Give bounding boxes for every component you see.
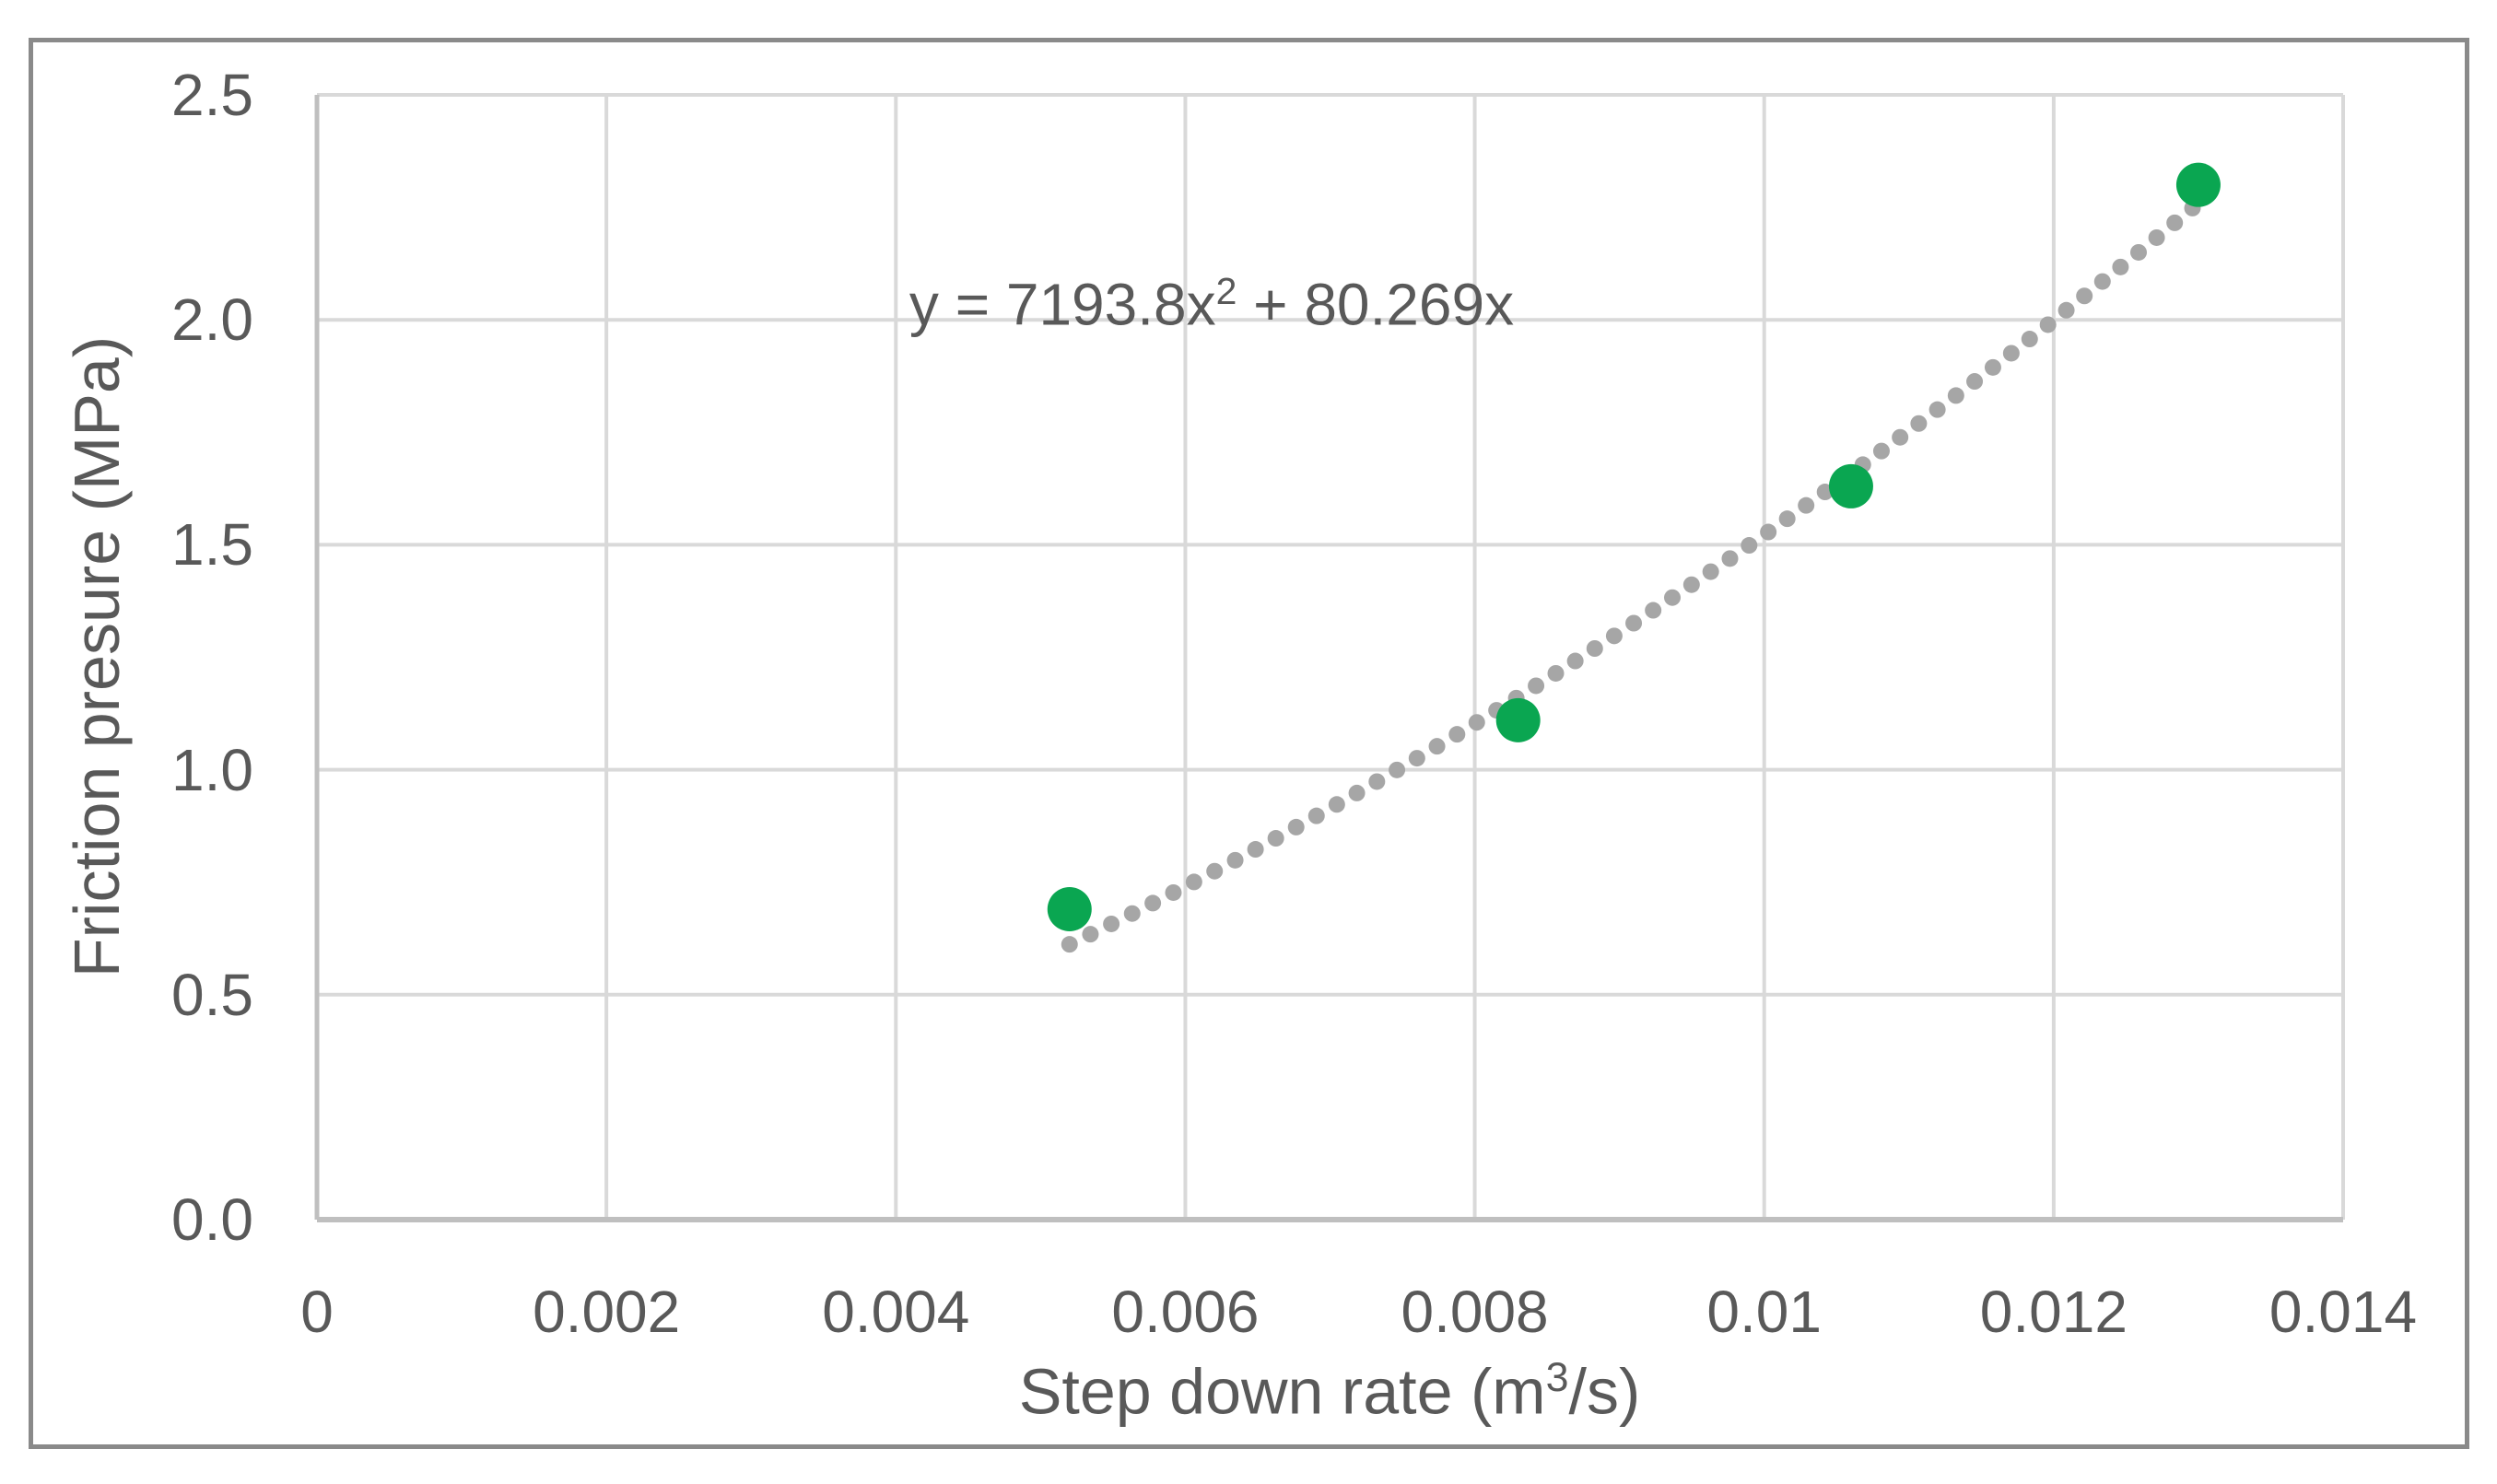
trendline-dot — [1778, 510, 1796, 528]
trendline-dot — [2039, 316, 2057, 333]
data-point — [2175, 162, 2221, 207]
trendline-dot — [1741, 537, 1758, 555]
trendline-dot — [1185, 873, 1202, 891]
data-point — [1828, 463, 1873, 508]
x-tick-label: 0.008 — [1401, 1279, 1549, 1345]
x-axis-title: Step down rate (m3/s) — [1019, 1354, 1641, 1424]
x-tick-label: 0.004 — [822, 1279, 970, 1345]
trendline-dot — [1645, 602, 1662, 619]
trendline-dot — [1247, 841, 1264, 859]
equation-suffix: + 80.269x — [1237, 271, 1515, 338]
trendline-dot — [1267, 830, 1284, 847]
chart-outer-border — [29, 38, 2469, 1449]
trendline-dot — [1389, 761, 1406, 778]
trendline-dot — [1165, 883, 1182, 901]
trendline-dot — [1605, 627, 1623, 645]
trendline-dot — [1082, 926, 1099, 943]
trendline-dot — [1144, 894, 1162, 912]
trendline-dot — [1872, 442, 1890, 460]
trendline-dot — [2093, 273, 2111, 290]
trendline-dot — [2112, 258, 2129, 275]
trendline-dot — [2057, 301, 2075, 319]
x-axis-title-prefix: Step down rate (m — [1018, 1355, 1546, 1428]
y-tick-label: 0.0 — [171, 1186, 253, 1253]
trendline-dot — [1123, 905, 1141, 922]
trendline-dot — [1586, 640, 1603, 658]
trendline-dot — [1984, 358, 2001, 376]
equation-prefix: y = 7193.8x — [909, 271, 1216, 338]
x-tick-label: 0.01 — [1706, 1279, 1822, 1345]
trendline-dot — [1328, 796, 1345, 813]
trendline-dot — [1206, 862, 1224, 880]
trendline-dot — [1348, 784, 1366, 801]
trendline-dot — [1664, 589, 1682, 606]
trendline-dot — [1408, 750, 1425, 767]
trendline-dot — [2148, 228, 2165, 246]
trendline-dot — [1798, 497, 1815, 514]
x-tick-label: 0 — [300, 1279, 334, 1345]
y-tick-label: 0.5 — [171, 961, 253, 1028]
y-axis-title: Friction presure (MPa) — [61, 335, 133, 978]
trendline-dot — [1892, 428, 1909, 446]
trendline-dot — [1428, 738, 1446, 755]
trendline-dot — [1287, 818, 1305, 835]
trendline-dot — [1448, 726, 1466, 743]
trendline-dot — [1061, 936, 1078, 953]
y-tick-label: 1.0 — [171, 736, 253, 803]
y-tick-label: 1.5 — [171, 511, 253, 578]
trendline-dot — [1625, 614, 1643, 632]
trendline-dot — [1721, 550, 1739, 567]
equation-exponent: 2 — [1215, 270, 1237, 312]
y-tick-label: 2.0 — [171, 286, 253, 354]
trendline-dot — [1566, 652, 1584, 670]
trendline-dot — [2076, 287, 2093, 305]
trendline-dot — [1947, 387, 1964, 404]
trendline-dot — [1103, 915, 1120, 932]
x-tick-label: 0.014 — [2268, 1279, 2418, 1345]
trendline-dot — [1307, 807, 1325, 824]
trendline-dot — [1547, 664, 1565, 682]
trendline-dot — [1528, 677, 1545, 695]
trendline-dot — [2166, 214, 2184, 231]
x-tick-label: 0.002 — [533, 1279, 681, 1345]
trendline-dot — [2002, 345, 2020, 362]
trendline-dot — [1966, 373, 1984, 391]
trendline-dot — [1910, 415, 1928, 432]
trendline-dot — [1468, 714, 1485, 731]
y-tick-label: 2.5 — [171, 62, 253, 128]
trendline-equation: y = 7193.8x2 + 80.269x — [909, 270, 1514, 339]
trendline-dot — [1226, 851, 1244, 869]
trendline-dot — [2021, 331, 2038, 348]
trendline-dot — [2129, 243, 2147, 261]
data-point — [1495, 697, 1541, 742]
data-point — [1047, 887, 1092, 932]
trendline-dot — [1928, 401, 1946, 418]
x-tick-label: 0.006 — [1111, 1279, 1260, 1345]
x-tick-label: 0.012 — [1979, 1279, 2128, 1345]
trendline-dot — [1368, 773, 1386, 790]
x-axis-title-exponent: 3 — [1545, 1354, 1569, 1400]
trendline-dot — [1760, 523, 1777, 541]
trendline-dot — [1702, 563, 1719, 580]
trendline-dot — [1682, 576, 1700, 593]
x-axis-title-suffix: /s) — [1568, 1355, 1641, 1428]
